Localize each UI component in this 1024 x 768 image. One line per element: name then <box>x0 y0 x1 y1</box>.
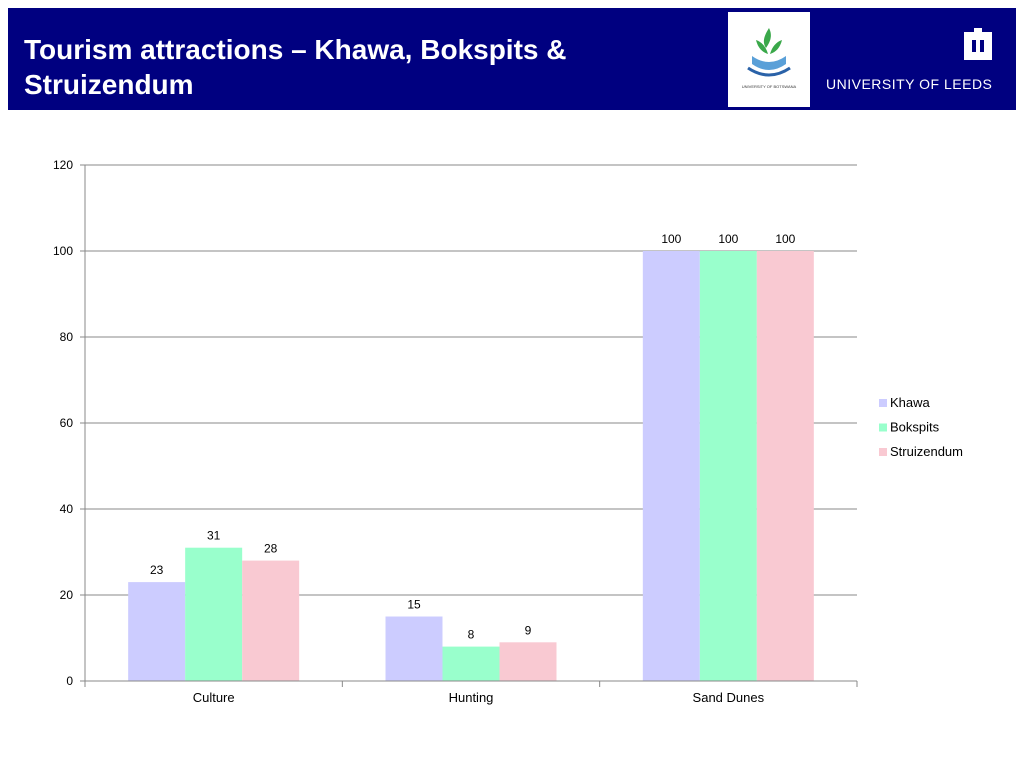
data-label: 15 <box>407 598 421 612</box>
bar-khawa-sand-dunes <box>642 251 700 681</box>
title-line-1: Tourism attractions – Khawa, Bokspits & <box>24 34 567 65</box>
data-label: 100 <box>661 232 681 246</box>
leeds-wordmark: UNIVERSITY OF LEEDS <box>826 76 993 92</box>
y-tick-label: 0 <box>66 674 73 688</box>
bar-struizendum-hunting <box>499 642 557 681</box>
bar-struizendum-culture <box>242 560 300 681</box>
data-labels: 23 31 28 15 8 9 100 100 100 <box>150 232 796 642</box>
x-tick-label: Sand Dunes <box>693 690 765 705</box>
legend-label: Bokspits <box>890 420 940 435</box>
botswana-logo-text: UNIVERSITY OF BOTSWANA <box>742 84 797 89</box>
bar-khawa-culture <box>128 582 186 681</box>
data-label: 9 <box>525 623 532 637</box>
book-icon <box>752 56 786 70</box>
x-tick-label: Hunting <box>449 690 494 705</box>
chart-svg: 23 31 28 15 8 9 100 100 100 0 20 40 60 80 100 120 Cultu… <box>53 158 963 705</box>
y-tick-label: 20 <box>60 588 74 602</box>
y-tick-label: 120 <box>53 158 73 172</box>
bar-bokspits-sand-dunes <box>699 251 757 681</box>
leeds-tower-icon <box>964 28 992 60</box>
header-banner: Tourism attractions – Khawa, Bokspits & … <box>8 8 1016 110</box>
leaf-icon <box>770 40 782 54</box>
bars <box>128 251 814 681</box>
data-label: 100 <box>775 232 795 246</box>
legend-swatch <box>879 399 887 407</box>
university-of-leeds-logo: UNIVERSITY OF LEEDS <box>822 26 992 96</box>
y-tick-label: 60 <box>60 416 74 430</box>
y-tick-label: 80 <box>60 330 74 344</box>
bar-bokspits-hunting <box>442 646 500 681</box>
leaf-icon <box>756 40 768 54</box>
title-line-2: Struizendum <box>24 69 194 100</box>
page-title: Tourism attractions – Khawa, Bokspits & … <box>24 32 684 102</box>
data-label: 100 <box>718 232 738 246</box>
bar-chart: 23 31 28 15 8 9 100 100 100 0 20 40 60 80 100 120 Cultu… <box>0 120 1024 760</box>
legend-label: Khawa <box>890 395 931 410</box>
legend-swatch <box>879 448 887 456</box>
university-of-botswana-logo: UNIVERSITY OF BOTSWANA <box>728 12 810 107</box>
x-tick-label: Culture <box>193 690 235 705</box>
data-label: 28 <box>264 542 278 556</box>
data-label: 31 <box>207 529 221 543</box>
data-label: 8 <box>468 628 475 642</box>
bar-khawa-hunting <box>385 616 443 681</box>
data-label: 23 <box>150 563 164 577</box>
y-tick-label: 100 <box>53 244 73 258</box>
legend-swatch <box>879 423 887 432</box>
axes: 0 20 40 60 80 100 120 Culture Hunting Sand Dunes <box>53 158 858 705</box>
legend: Khawa Bokspits Struizendum <box>879 395 963 459</box>
bar-struizendum-sand-dunes <box>756 251 814 681</box>
bar-bokspits-culture <box>185 547 243 681</box>
legend-label: Struizendum <box>890 444 963 459</box>
y-tick-label: 40 <box>60 502 74 516</box>
leaf-icon <box>763 28 771 48</box>
